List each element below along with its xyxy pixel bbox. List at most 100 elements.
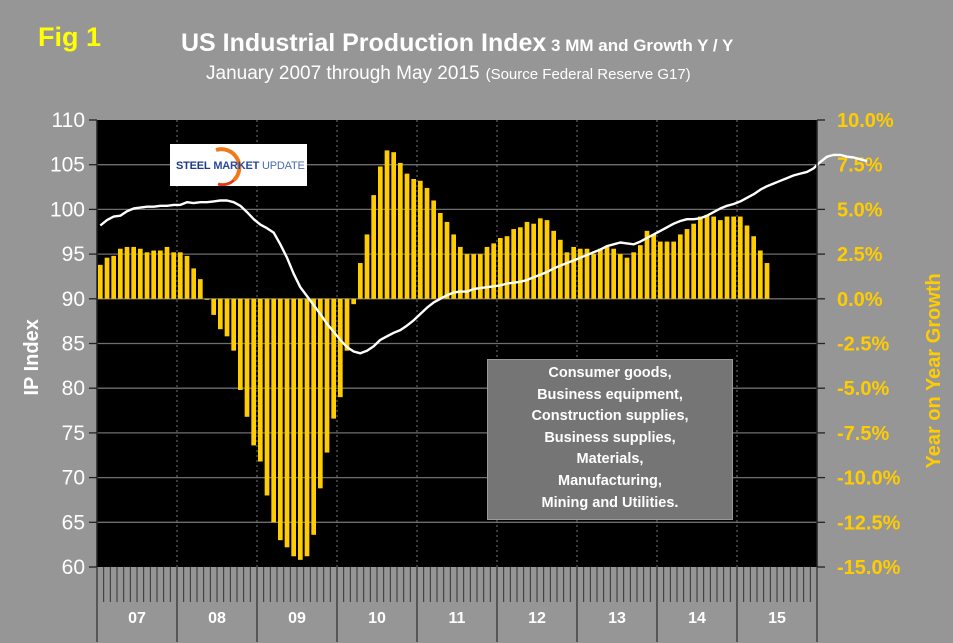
growth-bar <box>251 298 256 446</box>
right-tick-label: -15.0% <box>837 557 901 579</box>
growth-bar <box>678 234 683 299</box>
growth-bar <box>611 248 616 299</box>
growth-bar <box>444 221 450 299</box>
growth-bar <box>158 250 163 299</box>
growth-bar <box>278 298 283 541</box>
chart-title: US Industrial Production Index 3 MM and … <box>181 29 733 58</box>
growth-bar <box>184 255 190 299</box>
growth-bar <box>218 298 223 330</box>
growth-bar <box>698 216 703 299</box>
chart-subtitle: January 2007 through May 2015 (Source Fed… <box>206 63 691 85</box>
growth-bar <box>204 298 210 300</box>
growth-bar <box>164 246 170 299</box>
growth-bar <box>138 248 143 299</box>
growth-bar <box>658 241 663 299</box>
growth-bar <box>264 298 270 496</box>
right-axis-title: Year on Year Growth <box>923 273 945 468</box>
growth-bar <box>511 229 516 299</box>
growth-bar <box>438 212 443 299</box>
left-tick-label: 100 <box>50 198 85 221</box>
growth-bar <box>578 248 583 299</box>
left-tick-label: 70 <box>62 467 85 490</box>
growth-bar <box>338 298 343 398</box>
growth-bar <box>491 243 496 299</box>
growth-bar <box>384 150 390 299</box>
growth-bar <box>358 263 363 299</box>
growth-bar <box>211 298 216 315</box>
growth-bar <box>318 298 323 489</box>
growth-bar <box>524 221 530 299</box>
x-tick-label: 11 <box>449 610 466 627</box>
x-tick-label: 07 <box>128 610 146 627</box>
growth-bar <box>598 248 603 299</box>
growth-bar <box>664 241 670 299</box>
growth-bar <box>398 162 403 299</box>
left-tick-label: 85 <box>62 333 85 356</box>
growth-bar <box>98 264 103 299</box>
left-tick-label: 105 <box>50 154 85 177</box>
growth-bar <box>584 248 590 299</box>
growth-bar <box>378 166 383 299</box>
growth-bar <box>418 180 423 299</box>
growth-bar <box>758 250 763 299</box>
right-tick-label: -7.5% <box>837 423 889 445</box>
growth-bar <box>238 298 243 390</box>
components-note-box: Consumer goods, Business equipment, Constr… <box>487 359 733 520</box>
growth-bar <box>564 252 570 299</box>
growth-bar <box>224 298 230 337</box>
right-tick-label: 0.0% <box>837 289 883 311</box>
growth-bar <box>624 257 630 299</box>
growth-bar <box>504 236 510 299</box>
x-tick-label: 08 <box>208 610 226 627</box>
right-tick-label: 10.0% <box>837 110 894 132</box>
growth-bar <box>404 173 410 299</box>
ip-index-line <box>99 153 868 355</box>
growth-bar <box>151 250 156 299</box>
growth-bar <box>351 298 356 305</box>
growth-bar <box>171 252 176 299</box>
growth-bar <box>144 252 150 299</box>
growth-bar <box>324 298 330 453</box>
growth-bar <box>244 298 250 417</box>
growth-bar <box>484 246 490 299</box>
growth-bar <box>558 239 563 299</box>
growth-bar <box>684 229 690 299</box>
logo-word-update: UPDATE <box>262 160 305 172</box>
growth-bar <box>311 298 316 535</box>
left-tick-label: 60 <box>62 556 85 579</box>
growth-bar <box>711 216 716 299</box>
growth-bar <box>738 216 743 299</box>
source-note: (Source Federal Reserve G17) <box>485 66 691 83</box>
note-line: Consumer goods, <box>548 365 672 381</box>
growth-bar <box>571 246 576 299</box>
growth-bar <box>344 298 350 351</box>
growth-bar <box>531 223 536 299</box>
note-line: Materials, <box>576 451 644 468</box>
growth-bar <box>331 298 336 419</box>
growth-bar <box>231 298 236 351</box>
left-tick-label: 80 <box>62 377 85 400</box>
right-tick-label: -10.0% <box>837 468 901 490</box>
note-line: Business supplies, <box>544 429 676 446</box>
growth-bar <box>644 230 650 299</box>
growth-bar <box>411 179 416 299</box>
growth-bar <box>691 223 696 299</box>
right-tick-label: 2.5% <box>837 244 883 266</box>
note-line: Construction supplies, <box>531 408 689 425</box>
growth-bar <box>124 246 130 299</box>
x-tick-label: 10 <box>368 610 386 627</box>
growth-bar <box>671 241 676 299</box>
growth-bar <box>178 252 183 299</box>
growth-bar <box>431 200 436 299</box>
x-tick-label: 14 <box>688 610 706 627</box>
logo-word-steel: STEEL <box>176 160 211 172</box>
left-tick-label: 95 <box>62 243 85 266</box>
growth-bar <box>424 187 430 299</box>
x-tick-label: 13 <box>608 610 626 627</box>
growth-bar <box>451 234 456 299</box>
growth-bar <box>618 254 623 299</box>
left-tick-label: 90 <box>62 288 85 311</box>
x-tick-label: 09 <box>288 610 306 627</box>
left-tick-label: 75 <box>62 422 85 445</box>
